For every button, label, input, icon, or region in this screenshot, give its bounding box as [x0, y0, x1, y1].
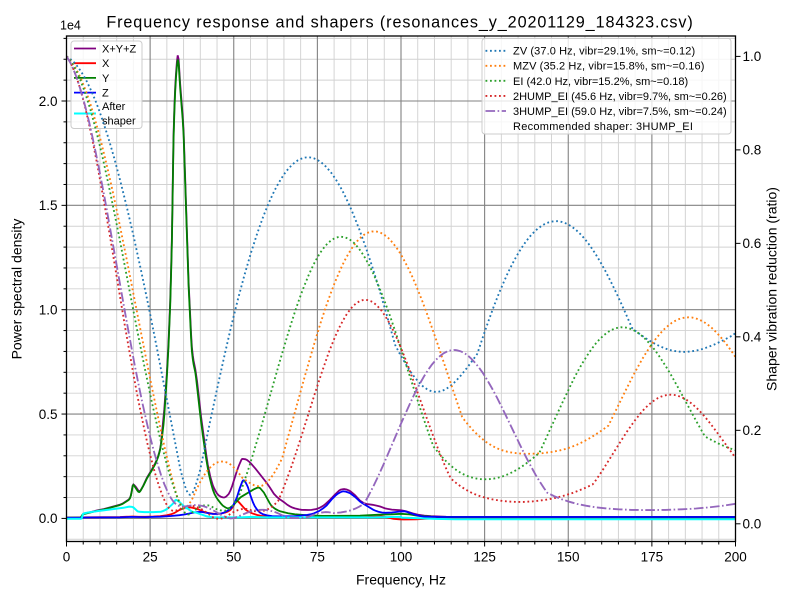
- svg-text:Power spectral density: Power spectral density: [9, 219, 25, 360]
- svg-text:0.5: 0.5: [39, 407, 58, 422]
- svg-text:1e4: 1e4: [60, 19, 81, 33]
- svg-text:25: 25: [143, 550, 158, 565]
- svg-text:shaper: shaper: [102, 116, 136, 128]
- svg-text:Frequency, Hz: Frequency, Hz: [356, 572, 446, 588]
- svg-text:ZV (37.0 Hz, vibr=29.1%, sm~=0: ZV (37.0 Hz, vibr=29.1%, sm~=0.12): [513, 46, 695, 58]
- svg-text:0.4: 0.4: [743, 330, 762, 345]
- svg-text:0.0: 0.0: [743, 517, 762, 532]
- svg-text:150: 150: [557, 550, 580, 565]
- svg-text:Recommended shaper: 3HUMP_EI: Recommended shaper: 3HUMP_EI: [513, 121, 693, 133]
- svg-text:X+Y+Z: X+Y+Z: [102, 43, 137, 55]
- svg-text:1.0: 1.0: [39, 303, 58, 318]
- svg-text:200: 200: [724, 550, 747, 565]
- svg-text:100: 100: [390, 550, 413, 565]
- svg-text:175: 175: [641, 550, 664, 565]
- svg-text:0.8: 0.8: [743, 143, 762, 158]
- svg-text:2.0: 2.0: [39, 94, 58, 109]
- svg-text:3HUMP_EI (59.0 Hz, vibr=7.5%,: 3HUMP_EI (59.0 Hz, vibr=7.5%, sm~=0.24): [513, 106, 727, 118]
- svg-text:Y: Y: [102, 73, 110, 85]
- svg-text:0.0: 0.0: [39, 511, 58, 526]
- svg-text:50: 50: [226, 550, 241, 565]
- svg-text:After: After: [102, 101, 126, 113]
- svg-text:75: 75: [310, 550, 325, 565]
- svg-text:MZV (35.2 Hz, vibr=15.8%, sm~=: MZV (35.2 Hz, vibr=15.8%, sm~=0.16): [513, 61, 705, 73]
- svg-text:Z: Z: [102, 88, 109, 100]
- svg-text:1.0: 1.0: [743, 49, 762, 64]
- svg-text:0: 0: [63, 550, 71, 565]
- svg-text:Shaper vibration reduction (ra: Shaper vibration reduction (ratio): [764, 187, 780, 391]
- svg-text:0.6: 0.6: [743, 236, 762, 251]
- svg-text:X: X: [102, 58, 110, 70]
- svg-text:0.2: 0.2: [743, 423, 762, 438]
- svg-text:125: 125: [473, 550, 496, 565]
- svg-text:EI (42.0 Hz, vibr=15.2%, sm~=0: EI (42.0 Hz, vibr=15.2%, sm~=0.18): [513, 76, 688, 88]
- svg-text:2HUMP_EI (45.6 Hz, vibr=9.7%,: 2HUMP_EI (45.6 Hz, vibr=9.7%, sm~=0.26): [513, 91, 727, 103]
- svg-text:1.5: 1.5: [39, 198, 58, 213]
- svg-text:Frequency response and shapers: Frequency response and shapers (resonanc…: [106, 14, 693, 32]
